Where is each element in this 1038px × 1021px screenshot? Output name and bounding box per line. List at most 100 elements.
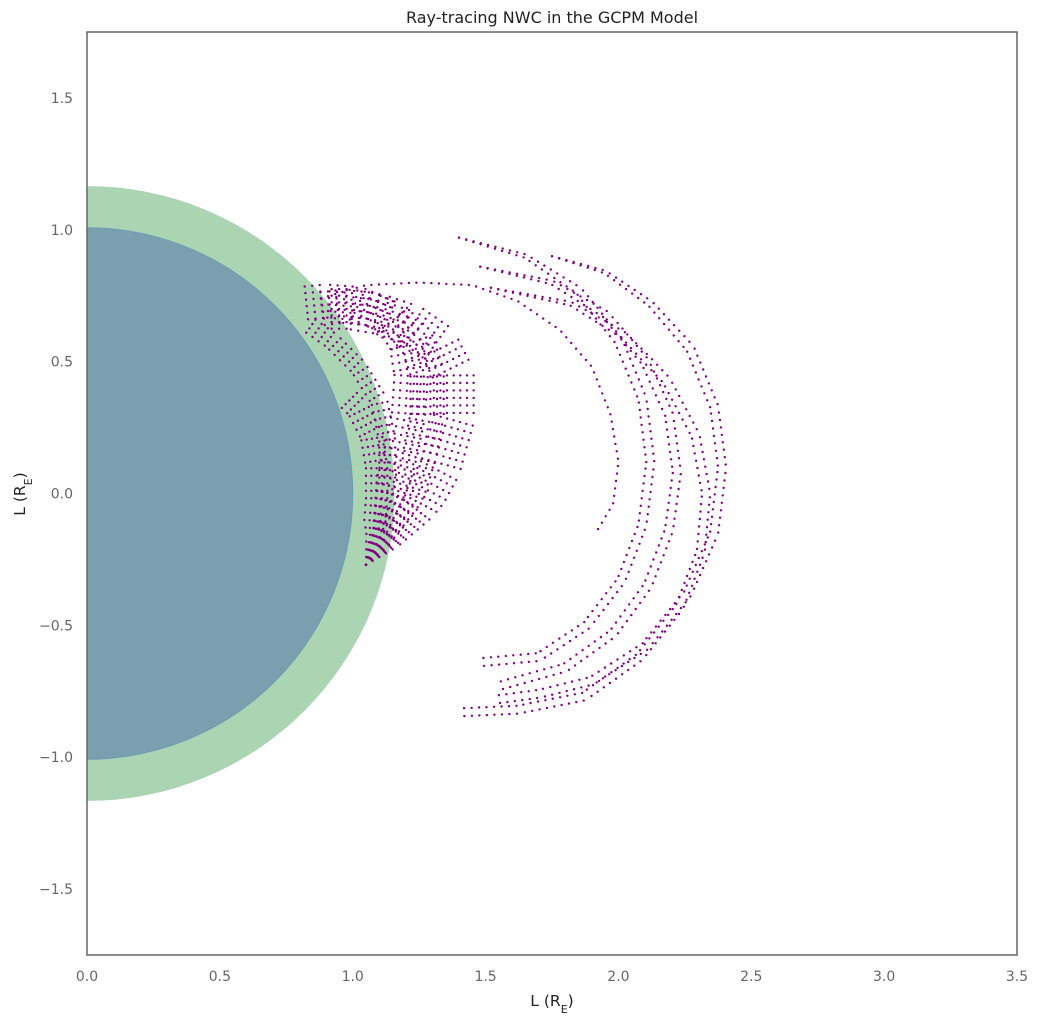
ray-point: [459, 396, 462, 400]
ray-point: [382, 443, 385, 446]
ray-point: [419, 375, 423, 378]
ray-point: [661, 369, 664, 372]
ray-point: [415, 508, 418, 511]
ray-point: [716, 464, 719, 467]
ray-point: [427, 435, 430, 438]
ray-point: [412, 467, 415, 471]
ray-point: [399, 381, 402, 385]
ray-point: [391, 492, 395, 495]
ray-point: [422, 412, 425, 416]
ray-point: [528, 672, 531, 675]
ray-point: [366, 317, 369, 321]
ray-point: [335, 302, 339, 305]
ray-point: [435, 348, 439, 351]
ray-point: [432, 357, 435, 361]
ray-point: [387, 325, 390, 328]
ray-point: [636, 591, 640, 594]
ray-point: [388, 545, 391, 548]
ray-point: [410, 352, 413, 355]
ray-point: [432, 404, 435, 407]
ray-point: [334, 310, 337, 313]
ray-point: [500, 249, 504, 253]
ray-point: [401, 452, 404, 455]
ray-point: [398, 389, 402, 392]
ray-point: [587, 264, 590, 268]
ray-point: [357, 329, 360, 332]
ray-point: [421, 457, 424, 460]
ray-point: [415, 375, 419, 378]
ray-point: [415, 495, 418, 498]
ray-point: [330, 316, 333, 319]
ray-point: [545, 645, 548, 649]
ray-point: [508, 271, 511, 274]
ray-point: [628, 658, 631, 661]
ray-point: [351, 302, 354, 306]
ray-point: [472, 381, 475, 385]
ray-point: [717, 411, 721, 414]
ray-point: [617, 327, 620, 330]
ray-point: [579, 262, 583, 266]
ray-point: [557, 664, 560, 667]
ray-point: [378, 440, 381, 443]
ray-point: [670, 479, 673, 482]
ray-point: [426, 327, 430, 330]
ray-point: [662, 322, 666, 326]
ray-point: [570, 629, 573, 632]
ray-point: [515, 704, 518, 707]
ray-point: [504, 654, 507, 658]
ray-point: [382, 513, 385, 517]
ray-point: [399, 459, 402, 462]
ray-point: [425, 359, 428, 363]
ray-point: [494, 245, 497, 248]
ray-point: [379, 458, 382, 462]
ray-point: [394, 468, 397, 472]
ray-point: [427, 420, 431, 424]
ray-point: [648, 498, 651, 501]
ray-point: [542, 317, 545, 320]
ray-point: [401, 498, 404, 501]
ray-point: [391, 362, 394, 365]
ray-point: [573, 693, 576, 696]
ray-point: [643, 446, 646, 449]
ray-point: [351, 356, 354, 360]
ray-point: [375, 312, 378, 315]
ray-point: [597, 316, 600, 319]
ray-point: [403, 468, 406, 471]
ray-point: [338, 359, 342, 362]
ray-point: [424, 405, 427, 409]
ray-point: [412, 366, 415, 370]
ray-point: [399, 487, 402, 491]
ray-point: [551, 283, 554, 287]
ray-point: [472, 404, 475, 407]
ray-point: [367, 453, 371, 456]
ray-point: [306, 311, 309, 314]
ray-point: [415, 483, 418, 486]
ray-point: [629, 357, 632, 360]
ray-point: [674, 434, 678, 438]
ray-point: [394, 461, 397, 464]
ray-point: [375, 436, 379, 439]
ray-point: [403, 334, 406, 338]
ray-point: [385, 541, 389, 545]
ray-point: [672, 324, 676, 327]
ray-point: [341, 311, 345, 314]
ray-point: [368, 304, 372, 308]
ray-point: [706, 518, 709, 521]
ray-point: [633, 656, 636, 660]
ray-point: [501, 687, 505, 691]
ray-point: [445, 374, 449, 377]
ray-point: [543, 668, 546, 671]
ray-point: [392, 381, 396, 384]
ray-point: [585, 676, 588, 680]
ray-point: [406, 520, 409, 523]
ray-point: [393, 536, 396, 539]
ray-point: [591, 609, 594, 613]
ray-point: [370, 372, 373, 375]
ray-point: [313, 304, 316, 307]
ray-point: [478, 714, 481, 717]
ray-point: [395, 521, 399, 525]
ray-point: [694, 371, 697, 374]
ray-point: [390, 499, 393, 503]
ray-point: [699, 361, 702, 364]
ray-point: [530, 278, 533, 281]
